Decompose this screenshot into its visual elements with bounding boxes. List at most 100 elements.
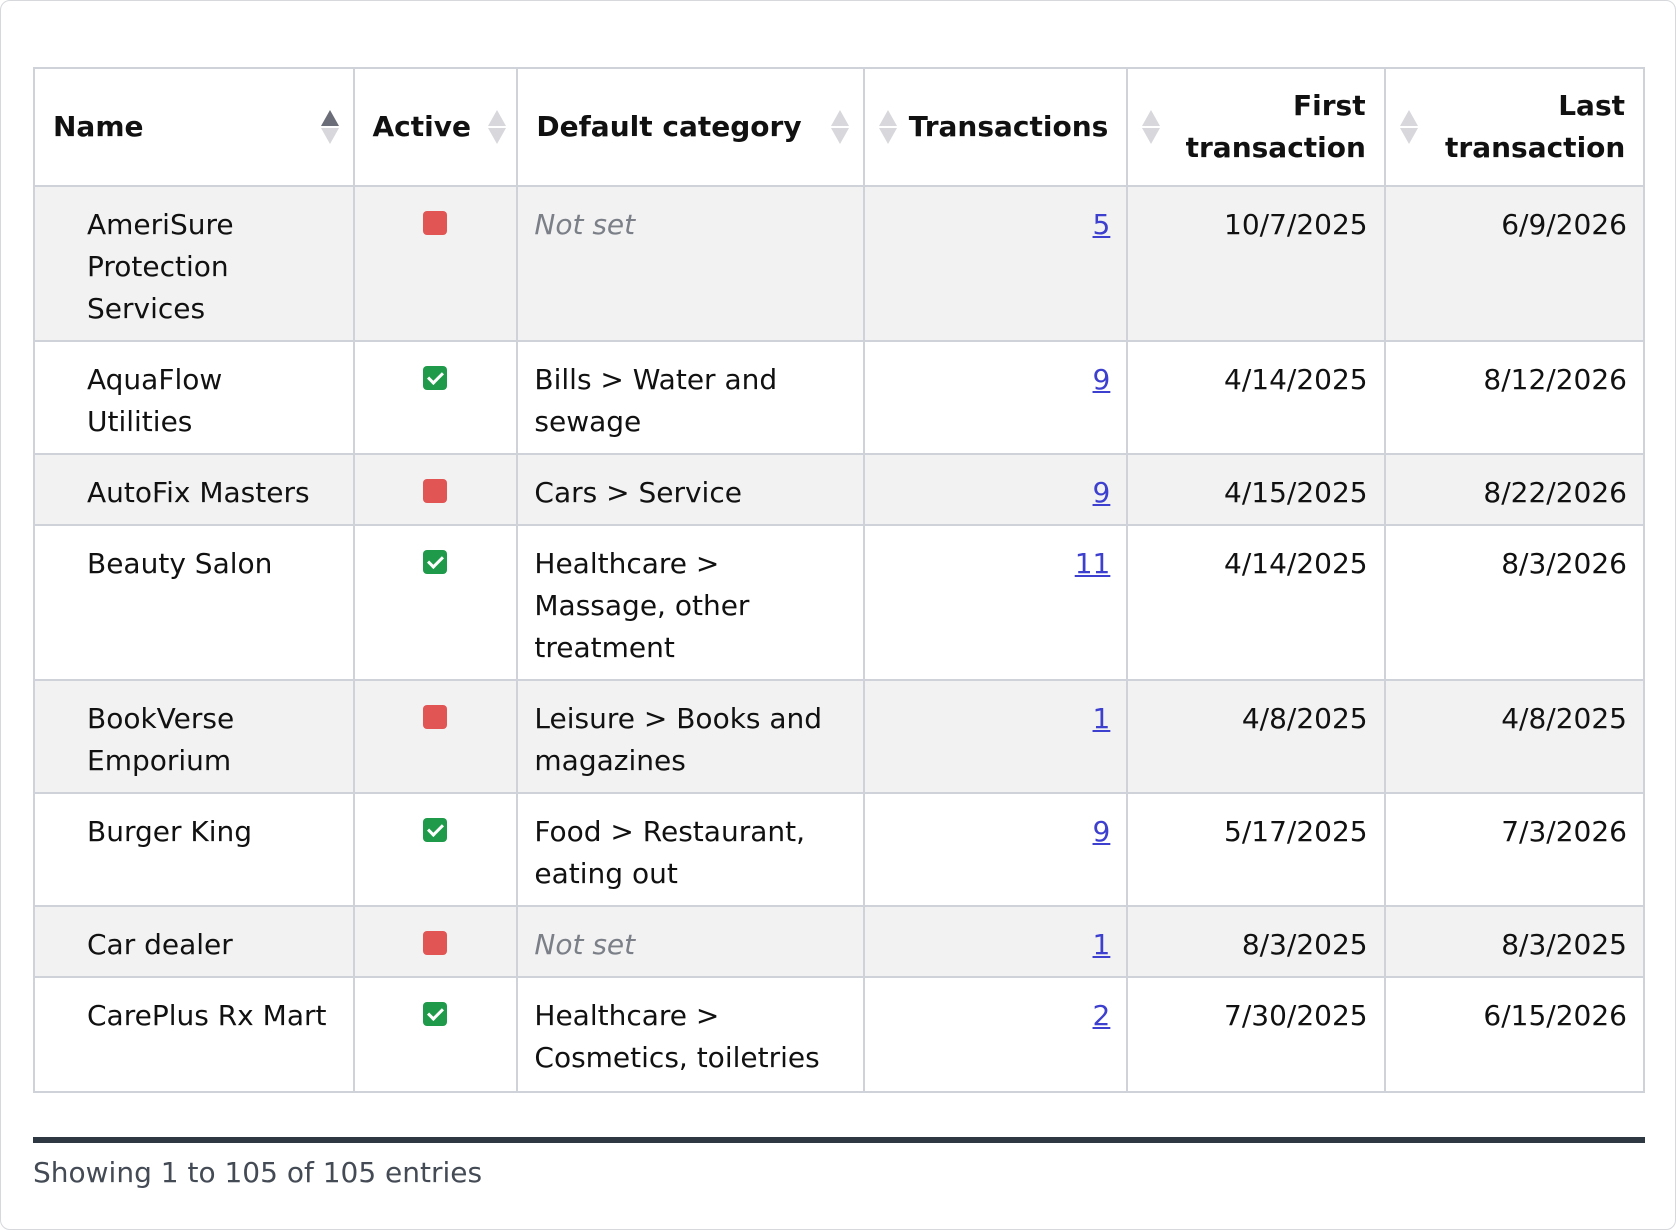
cell-last-transaction: 8/3/2025 (1383, 905, 1645, 978)
inactive-square-icon (423, 931, 448, 955)
cell-transactions: 2 (862, 976, 1129, 1093)
cell-last-transaction: 8/12/2026 (1383, 340, 1645, 455)
cell-last-transaction: 8/22/2026 (1383, 453, 1645, 526)
cell-first-transaction: 8/3/2025 (1126, 905, 1386, 978)
last-transaction-date: 8/12/2026 (1483, 363, 1627, 396)
cell-name: Car dealer (33, 905, 355, 978)
cell-category: Healthcare > Massage, other treatment (516, 524, 865, 681)
cell-first-transaction: 4/14/2025 (1126, 340, 1386, 455)
column-header-last[interactable]: Last transaction (1383, 67, 1645, 187)
transactions-link[interactable]: 1 (1092, 702, 1111, 735)
cell-active (352, 905, 519, 978)
column-header-category[interactable]: Default category (516, 67, 865, 187)
payee-name: Burger King (87, 815, 253, 848)
cell-category: Not set (516, 185, 865, 342)
active-check-icon (423, 818, 448, 842)
table-row[interactable]: Burger King Food > Restaurant, eating out… (33, 792, 1645, 907)
sort-icon (830, 110, 849, 144)
payee-name: Beauty Salon (87, 547, 273, 580)
cell-first-transaction: 4/8/2025 (1126, 679, 1386, 794)
transactions-link[interactable]: 5 (1092, 208, 1111, 241)
column-header-name[interactable]: Name (33, 67, 355, 187)
cell-category: Bills > Water and sewage (516, 340, 865, 455)
table-row[interactable]: AutoFix Masters Cars > Service 9 4/15/2025 8… (33, 453, 1645, 526)
table-row[interactable]: BookVerse Emporium Leisure > Books and ma… (33, 679, 1645, 794)
column-header-first[interactable]: First transaction (1126, 67, 1386, 187)
column-header-transactions-label: Transactions (908, 110, 1109, 143)
payee-name: AmeriSure Protection Services (87, 208, 234, 325)
cell-name: AutoFix Masters (33, 453, 355, 526)
cell-name: Burger King (33, 792, 355, 907)
payee-name: BookVerse Emporium (87, 702, 235, 777)
active-check-icon (423, 550, 448, 574)
inactive-square-icon (423, 479, 448, 503)
payees-table: Name Active Default category Transaction… (33, 67, 1645, 1093)
default-category: Cars > Service (534, 476, 742, 509)
column-header-transactions[interactable]: Transactions (862, 67, 1129, 187)
sort-icon (1142, 110, 1161, 144)
default-category: Healthcare > Cosmetics, toiletries (534, 999, 820, 1074)
cell-name: Beauty Salon (33, 524, 355, 681)
cell-last-transaction: 8/3/2026 (1383, 524, 1645, 681)
cell-transactions: 5 (862, 185, 1129, 342)
cell-name: AmeriSure Protection Services (33, 185, 355, 342)
last-transaction-date: 8/3/2025 (1501, 928, 1627, 961)
cell-first-transaction: 7/30/2025 (1126, 976, 1386, 1093)
payees-table-container[interactable]: Name Active Default category Transaction… (33, 67, 1645, 1143)
cell-first-transaction: 5/17/2025 (1126, 792, 1386, 907)
last-transaction-date: 6/15/2026 (1483, 999, 1627, 1032)
transactions-link[interactable]: 9 (1092, 815, 1111, 848)
cell-active (352, 976, 519, 1093)
table-row[interactable]: AmeriSure Protection Services Not set 5 10/… (33, 185, 1645, 342)
column-header-name-label: Name (53, 110, 144, 143)
cell-first-transaction: 10/7/2025 (1126, 185, 1386, 342)
first-transaction-date: 4/14/2025 (1224, 363, 1368, 396)
table-row[interactable]: Car dealer Not set 1 8/3/2025 8/3/2025 (33, 905, 1645, 978)
transactions-link[interactable]: 1 (1092, 928, 1111, 961)
table-row[interactable]: Beauty Salon Healthcare > Massage, other … (33, 524, 1645, 681)
sort-icon (488, 110, 507, 144)
cell-last-transaction: 6/15/2026 (1383, 976, 1645, 1093)
cell-transactions: 1 (862, 679, 1129, 794)
payee-name: AquaFlow Utilities (87, 363, 223, 438)
sort-icon (1399, 110, 1418, 144)
cell-active (352, 340, 519, 455)
last-transaction-date: 6/9/2026 (1501, 208, 1627, 241)
cell-name: AquaFlow Utilities (33, 340, 355, 455)
transactions-link[interactable]: 9 (1092, 476, 1111, 509)
default-category: Bills > Water and sewage (534, 363, 778, 438)
cell-transactions: 9 (862, 340, 1129, 455)
cell-name: CarePlus Rx Mart (33, 976, 355, 1093)
sort-ascending-icon (320, 110, 339, 144)
transactions-link[interactable]: 2 (1092, 999, 1111, 1032)
transactions-link[interactable]: 9 (1092, 363, 1111, 396)
column-header-category-label: Default category (536, 110, 802, 143)
cell-transactions: 9 (862, 792, 1129, 907)
cell-name: BookVerse Emporium (33, 679, 355, 794)
column-header-active[interactable]: Active (352, 67, 519, 187)
table-row[interactable]: CarePlus Rx Mart Healthcare > Cosmetics, … (33, 976, 1645, 1093)
first-transaction-date: 10/7/2025 (1224, 208, 1368, 241)
default-category: Not set (534, 928, 636, 961)
first-transaction-date: 4/15/2025 (1224, 476, 1368, 509)
last-transaction-date: 8/22/2026 (1483, 476, 1627, 509)
default-category: Food > Restaurant, eating out (534, 815, 805, 890)
column-header-first-label: First transaction (1185, 89, 1366, 164)
cell-category: Not set (516, 905, 865, 978)
transactions-link[interactable]: 11 (1074, 547, 1111, 580)
default-category: Healthcare > Massage, other treatment (534, 547, 750, 664)
first-transaction-date: 5/17/2025 (1224, 815, 1368, 848)
cell-first-transaction: 4/14/2025 (1126, 524, 1386, 681)
table-row[interactable]: AquaFlow Utilities Bills > Water and sewa… (33, 340, 1645, 455)
inactive-square-icon (423, 705, 448, 729)
cell-last-transaction: 4/8/2025 (1383, 679, 1645, 794)
cell-active (352, 453, 519, 526)
cell-last-transaction: 6/9/2026 (1383, 185, 1645, 342)
table-body: AmeriSure Protection Services Not set 5 10/… (33, 185, 1645, 1093)
cell-active (352, 679, 519, 794)
last-transaction-date: 7/3/2026 (1501, 815, 1627, 848)
cell-active (352, 792, 519, 907)
first-transaction-date: 8/3/2025 (1241, 928, 1368, 961)
sort-icon (878, 110, 897, 144)
table-header-row: Name Active Default category Transaction… (33, 67, 1645, 187)
